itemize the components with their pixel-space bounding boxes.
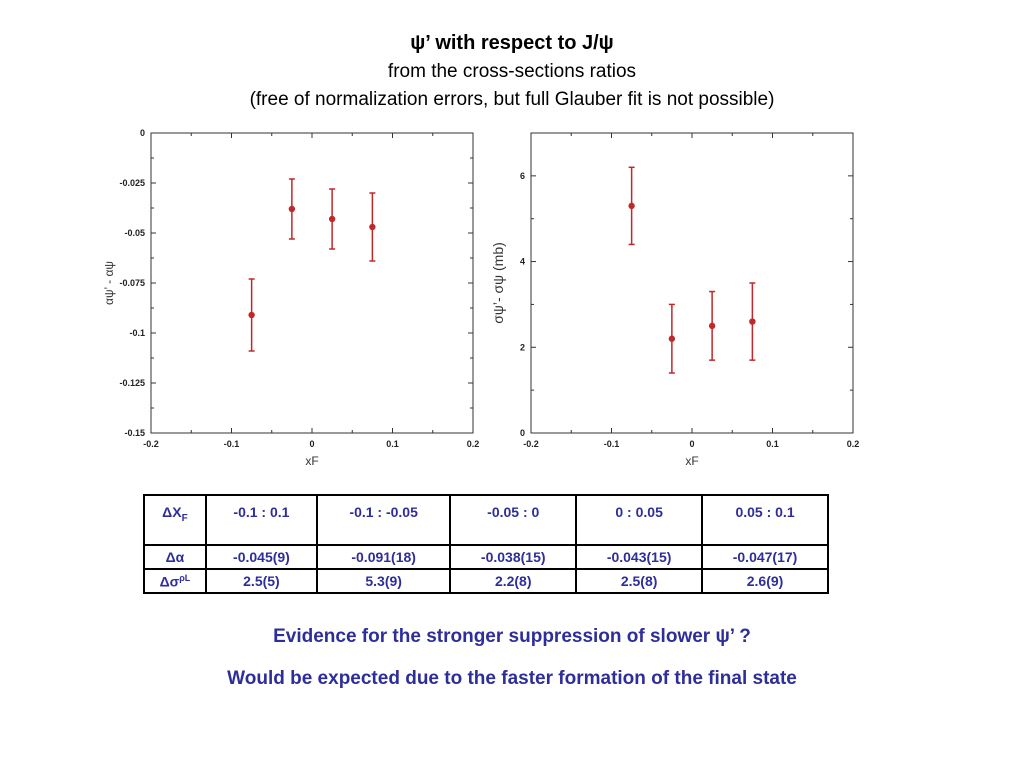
y-tick-label: -0.075 <box>119 278 145 288</box>
data-point <box>369 223 376 231</box>
range-cell: -0.05 : 0 <box>449 494 578 546</box>
y-tick-label: 2 <box>520 342 525 352</box>
plot-frame <box>150 132 474 434</box>
plot-frame <box>530 132 854 434</box>
slide-subtitle: from the cross-sections ratios <box>387 61 637 82</box>
alpha-cell: -0.038(15) <box>449 544 578 570</box>
x-tick-label: -0.2 <box>143 439 159 449</box>
evidence-note: Evidence for the stronger suppression of… <box>273 626 751 647</box>
y-tick-label: 0 <box>140 128 145 138</box>
x-tick-label: -0.1 <box>604 439 620 449</box>
data-point <box>668 335 676 342</box>
alpha-difference-chart: -0.2 -0.1 0 0.1 0.2 -0.15 -0.125 -0.1 -0.075 -0.0… <box>102 128 480 468</box>
x-tick-label: 0.2 <box>467 439 480 449</box>
table-row: Δα -0.045(9) -0.091(18) -0.038(15) -0.04… <box>143 544 829 570</box>
y-tick-label: -0.1 <box>129 328 145 338</box>
table-row: ΔXF -0.1 : 0.1 -0.1 : -0.05 -0.05 : 0 0 … <box>143 494 829 546</box>
x-tick-label: 0 <box>309 439 314 449</box>
slide-title: ψ’ with respect to J/ψ <box>410 32 614 54</box>
expectation-note: Would be expected due to the faster form… <box>227 668 797 689</box>
table-row: ΔσρL 2.5(5) 5.3(9) 2.2(8) 2.5(8) 2.6(9) <box>143 568 829 594</box>
x-tick-label: 0.2 <box>847 439 860 449</box>
row-head-dsigma: ΔσρL <box>143 568 207 594</box>
y-axis-label: σψ’- σψ (mb) <box>490 242 506 324</box>
x-tick-label: -0.1 <box>224 439 240 449</box>
y-tick-label: -0.025 <box>119 178 145 188</box>
range-cell: 0 : 0.05 <box>575 494 704 546</box>
range-cell: -0.1 : 0.1 <box>204 494 319 546</box>
alpha-cell: -0.091(18) <box>316 544 452 570</box>
results-table: ΔXF -0.1 : 0.1 -0.1 : -0.05 -0.05 : 0 0 … <box>143 494 829 594</box>
y-tick-label: 6 <box>520 171 525 181</box>
y-axis-label: αψ’ - αψ <box>102 261 116 305</box>
alpha-cell: -0.043(15) <box>575 544 704 570</box>
sigma-cell: 2.5(8) <box>575 568 704 594</box>
y-tick-label: -0.05 <box>124 228 145 238</box>
data-point <box>248 311 255 319</box>
y-tick-label: -0.15 <box>124 428 145 438</box>
sigma-cell: 2.6(9) <box>701 568 829 594</box>
title-block: ψ’ with respect to J/ψ from the cross-se… <box>0 28 1024 114</box>
y-tick-label: 4 <box>520 257 525 267</box>
slide-subtitle-note: (free of normalization errors, but full … <box>249 89 775 110</box>
x-tick-label: 0.1 <box>386 439 399 449</box>
x-tick-label: -0.2 <box>523 439 539 449</box>
alpha-cell: -0.047(17) <box>701 544 829 570</box>
data-point <box>288 205 296 213</box>
alpha-cell: -0.045(9) <box>204 544 319 570</box>
x-tick-label: 0.1 <box>766 439 779 449</box>
x-axis-label: xF <box>305 454 318 468</box>
row-head-dxf: ΔXF <box>143 494 207 546</box>
sigma-cell: 2.5(5) <box>204 568 319 594</box>
data-point <box>628 202 635 210</box>
x-axis-label: xF <box>685 454 698 468</box>
sigma-difference-chart: -0.2 -0.1 0 0.1 0.2 0 2 4 6 xF σψ’- σψ (mb) <box>490 132 860 468</box>
row-head-dalpha: Δα <box>143 544 207 570</box>
data-point <box>708 322 716 330</box>
sigma-cell: 5.3(9) <box>316 568 452 594</box>
y-tick-label: 0 <box>520 428 525 438</box>
range-cell: -0.1 : -0.05 <box>316 494 452 546</box>
range-cell: 0.05 : 0.1 <box>701 494 829 546</box>
data-point <box>328 215 336 223</box>
sigma-cell: 2.2(8) <box>449 568 578 594</box>
data-point <box>749 318 756 325</box>
y-tick-label: -0.125 <box>119 378 145 388</box>
x-tick-label: 0 <box>689 439 694 449</box>
